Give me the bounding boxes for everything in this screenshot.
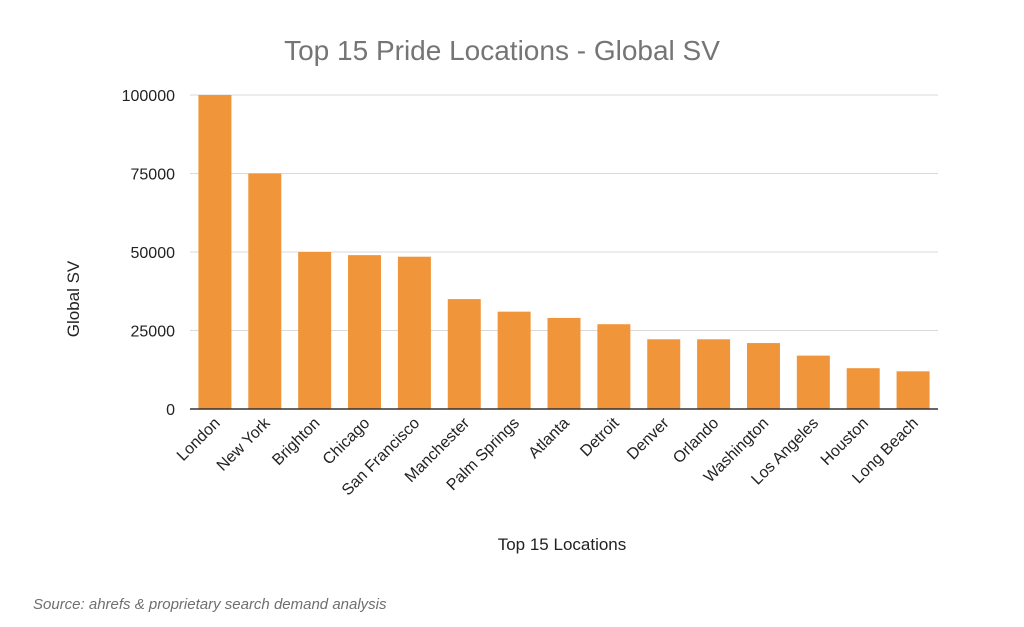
- bar-brighton: [298, 252, 332, 409]
- bar-london: [198, 95, 232, 409]
- bar-los-angeles: [796, 355, 830, 409]
- bar-manchester: [447, 299, 481, 409]
- x-tick-label: London: [174, 415, 224, 465]
- bar-atlanta: [547, 317, 581, 409]
- x-axis-label: Top 15 Locations: [498, 535, 627, 554]
- y-tick-label: 0: [166, 402, 175, 419]
- bar-san-francisco: [397, 256, 431, 409]
- x-tick-label: Denver: [624, 414, 673, 463]
- bar-chicago: [348, 255, 382, 409]
- y-tick-label: 25000: [131, 324, 176, 341]
- bar-houston: [846, 368, 880, 409]
- bar-denver: [647, 339, 681, 409]
- x-tick-label: Brighton: [269, 415, 323, 469]
- y-tick-label: 100000: [122, 88, 175, 105]
- bars: [198, 95, 930, 409]
- bar-new-york: [248, 173, 282, 409]
- y-axis-ticks: 0 25000 50000 75000 100000: [122, 88, 175, 419]
- y-tick-label: 75000: [131, 167, 176, 184]
- x-tick-label: Detroit: [577, 414, 623, 460]
- bar-orlando: [697, 339, 731, 409]
- x-tick-label: New York: [214, 414, 275, 475]
- y-tick-label: 50000: [131, 245, 176, 262]
- chart-title: Top 15 Pride Locations - Global SV: [284, 35, 720, 66]
- x-tick-label: Atlanta: [526, 415, 573, 462]
- bar-palm-springs: [497, 311, 531, 409]
- bar-long-beach: [896, 371, 930, 409]
- source-note: Source: ahrefs & proprietary search dema…: [33, 596, 387, 613]
- bar-washington: [746, 343, 780, 409]
- y-axis-label: Global SV: [64, 260, 83, 337]
- bar-detroit: [597, 324, 631, 409]
